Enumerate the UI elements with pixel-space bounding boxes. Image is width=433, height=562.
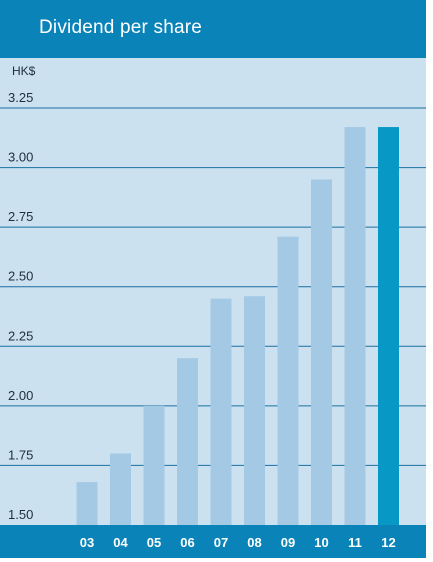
chart-title: Dividend per share — [39, 17, 203, 38]
x-tick-label: 08 — [247, 535, 261, 550]
x-tick-label: 04 — [113, 535, 128, 550]
x-tick-label: 10 — [314, 535, 328, 550]
x-tick-label: 09 — [281, 535, 295, 550]
y-tick-label: 2.25 — [8, 328, 33, 343]
chart-header: Dividend per share — [0, 0, 426, 58]
y-tick-label: 3.00 — [8, 150, 33, 165]
x-tick-label: 07 — [214, 535, 228, 550]
x-tick-label: 12 — [381, 535, 395, 550]
y-axis-unit-label: HK$ — [12, 64, 36, 78]
bar — [311, 179, 332, 525]
bar — [110, 453, 131, 525]
y-tick-label: 1.50 — [8, 507, 33, 522]
bar — [344, 127, 366, 525]
bar — [76, 482, 98, 525]
y-tick-label: 2.75 — [8, 209, 33, 224]
bar — [177, 358, 198, 525]
x-tick-label: 06 — [180, 535, 194, 550]
bar — [244, 296, 265, 525]
x-tick-label: 05 — [147, 535, 161, 550]
y-tick-label: 2.00 — [8, 388, 33, 403]
bar — [143, 405, 165, 525]
y-tick-label: 1.75 — [8, 447, 33, 462]
bar — [378, 127, 399, 525]
y-tick-label: 3.25 — [8, 90, 33, 105]
x-tick-label: 03 — [80, 535, 94, 550]
bar — [210, 298, 232, 525]
y-tick-label: 2.50 — [8, 269, 33, 284]
bar — [277, 236, 299, 525]
x-axis-band — [0, 525, 426, 558]
x-tick-label: 11 — [348, 535, 362, 550]
